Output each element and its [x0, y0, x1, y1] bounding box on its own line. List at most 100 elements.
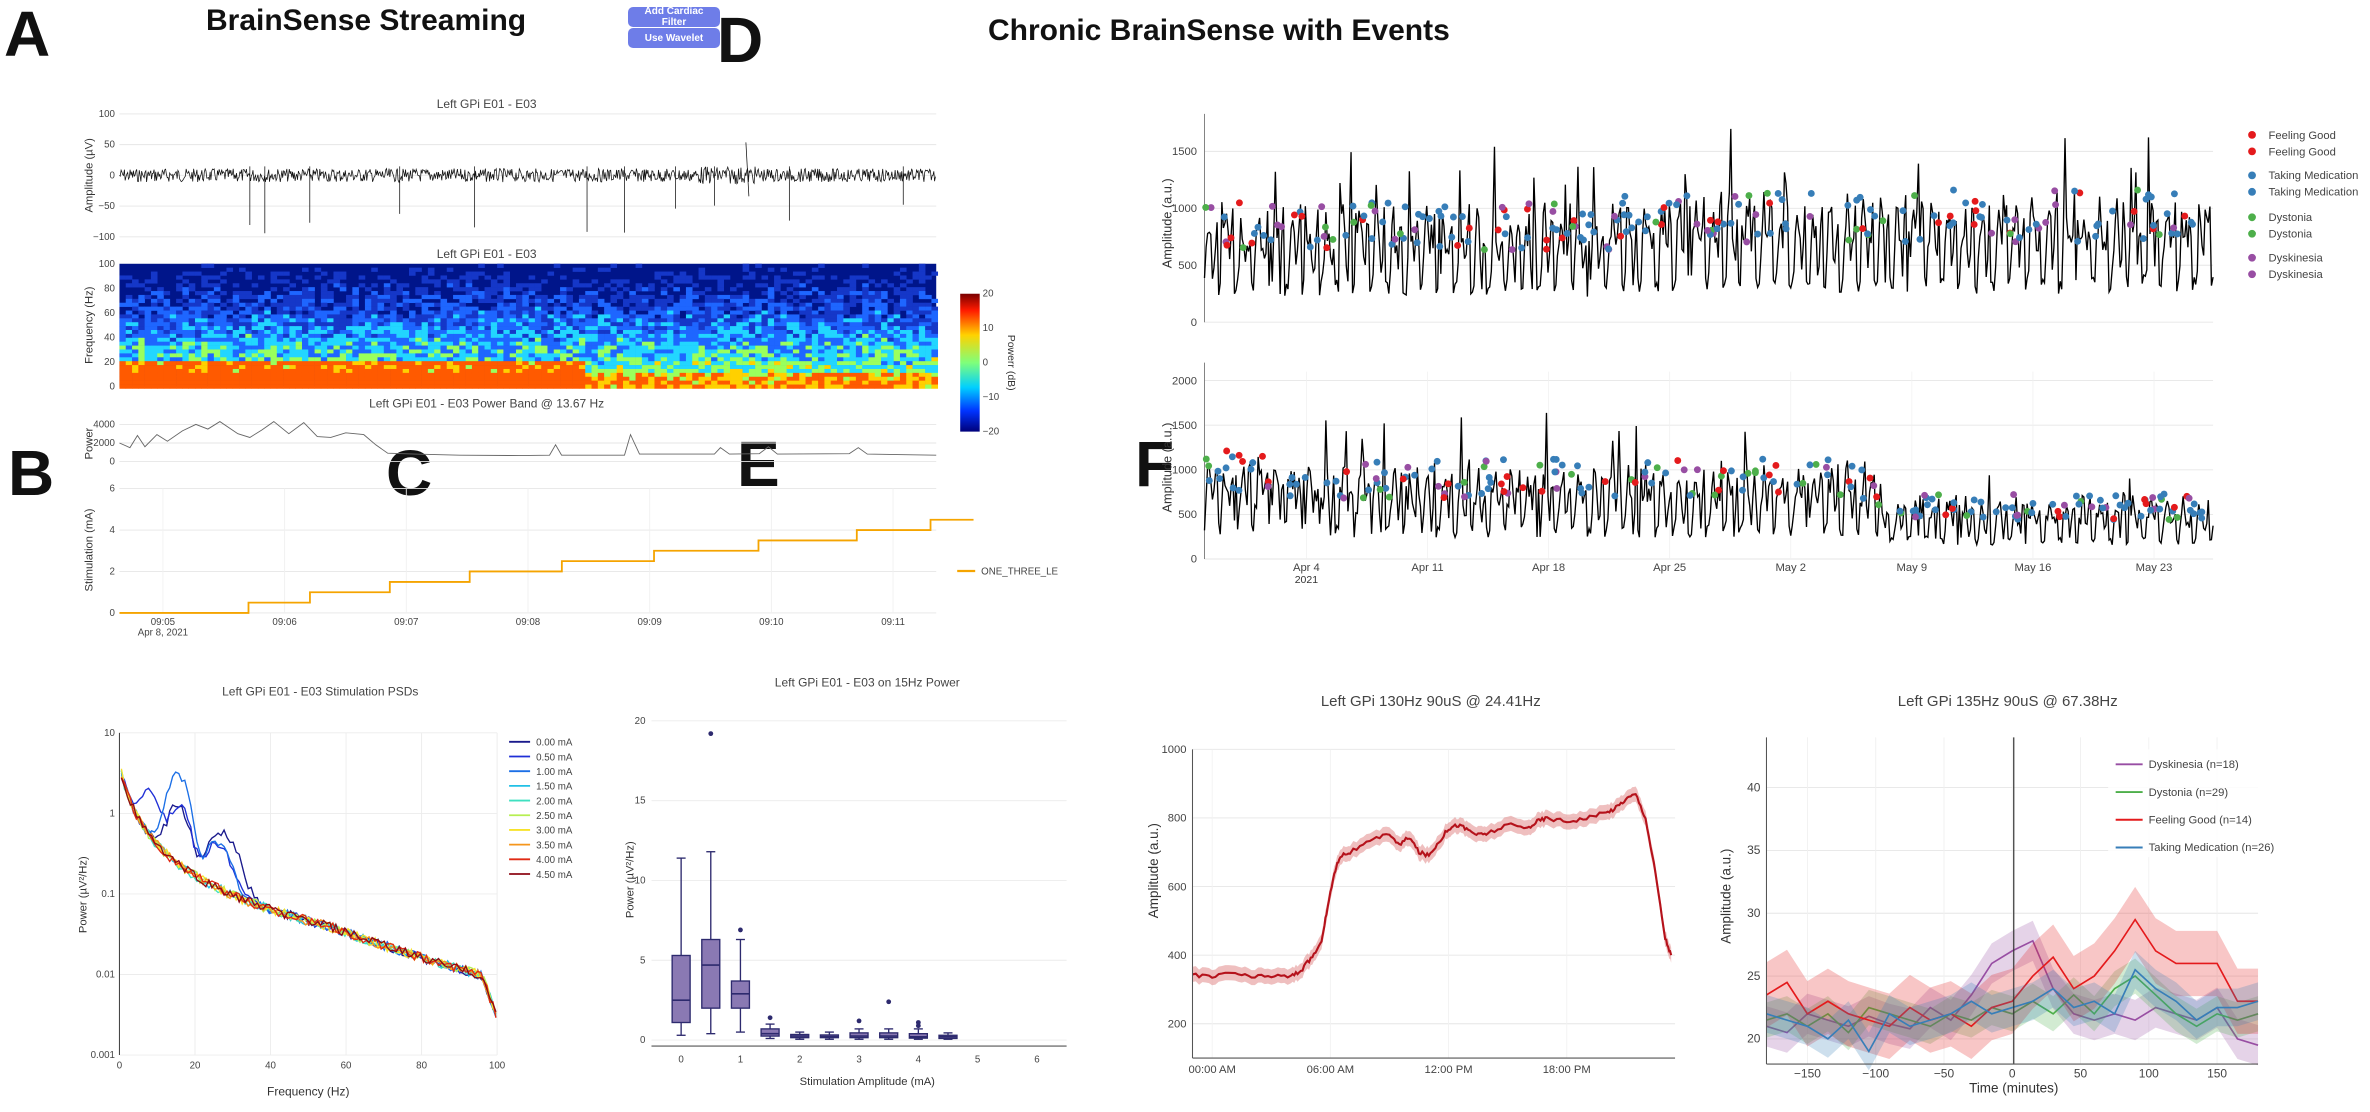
chart-a2-cell [503, 314, 511, 319]
chart-a2-cell [918, 361, 926, 366]
chart-a2-cell [893, 376, 901, 381]
chart-a2-cell [748, 326, 756, 331]
chart-b-legend-label: 1.50 mA [536, 782, 573, 793]
chart-a2-cell [327, 314, 334, 319]
chart-a2-cell [176, 337, 183, 342]
chart-a2-cell [616, 279, 624, 284]
chart-a2-cell [604, 372, 611, 378]
chart-a2-cell [440, 357, 448, 362]
chart-a2-cell [755, 330, 762, 335]
chart-a2-cell [641, 326, 649, 331]
chart-d2-event-marker [1720, 467, 1727, 475]
chart-a2-cell [899, 372, 907, 378]
chart-a2-cell [660, 302, 668, 307]
chart-a2-cell [572, 376, 580, 381]
chart-a2-cell [415, 302, 422, 307]
chart-a2-cell [553, 302, 561, 307]
chart-c-ytick-label: 15 [635, 796, 646, 807]
chart-a2-cell [465, 330, 473, 335]
chart-a2-cell [276, 376, 284, 381]
chart-a2-cell [245, 341, 252, 346]
colorbar-tick-label: 10 [983, 323, 994, 334]
chart-a2-cell [119, 345, 127, 350]
chart-a2-cell [453, 357, 460, 362]
chart-a2-cell [679, 330, 687, 335]
chart-a2-cell [402, 306, 410, 311]
chart-a2-cell [132, 368, 139, 374]
chart-a2-cell [440, 345, 448, 350]
chart-a2-cell [547, 368, 555, 374]
chart-a2-cell [245, 361, 252, 366]
chart-a2-cell [144, 330, 152, 335]
chart-a2-cell [434, 330, 441, 335]
chart-a2-cell [390, 349, 397, 354]
chart-a2-cell [453, 341, 460, 346]
chart-a2-cell [723, 322, 731, 327]
chart-a2-cell [786, 287, 794, 292]
chart-a2-cell [308, 345, 315, 350]
panel-letter-c: C [386, 437, 433, 509]
chart-a2-cell [899, 349, 907, 354]
chart-a2-cell [383, 326, 391, 331]
chart-a2-cell [830, 294, 838, 300]
chart-d2-event-marker [1585, 483, 1593, 491]
use-wavelet-button[interactable]: Use Wavelet [628, 28, 720, 48]
chart-a2-cell [830, 337, 838, 342]
chart-a2-cell [371, 326, 378, 331]
chart-a2-cell [723, 318, 731, 323]
chart-a2-cell [314, 380, 322, 385]
chart-a2-cell [339, 306, 347, 311]
chart-a2-cell [849, 314, 857, 319]
chart-a2-cell [503, 365, 511, 370]
chart-a2-cell [226, 267, 234, 272]
chart-a2-cell [679, 353, 687, 358]
chart-a2-cell [509, 310, 517, 315]
chart-a2-cell [239, 384, 246, 389]
chart-a2-cell [925, 302, 932, 307]
chart-a2-cell [755, 306, 762, 311]
chart-a2-cell [711, 337, 718, 342]
chart-a2-cell [799, 365, 806, 370]
chart-a2-cell [427, 294, 435, 300]
chart-a2-cell [717, 318, 725, 323]
chart-a2-cell [881, 345, 888, 350]
chart-a2-cell [459, 357, 466, 362]
chart-a2-cell [503, 302, 511, 307]
chart-a2-cell [440, 365, 448, 370]
chart-a2-cell [276, 333, 284, 339]
chart-a2-cell [736, 345, 743, 350]
chart-a2-cell [509, 314, 517, 319]
chart-b-legend-label: 2.00 mA [536, 796, 573, 807]
chart-d1-event-marker [1411, 226, 1419, 234]
chart-a2-cell [289, 326, 296, 331]
chart-a2-cell [818, 337, 825, 342]
chart-d1-event-marker [2071, 187, 2079, 195]
chart-a2-cell [465, 345, 473, 350]
chart-a2-cell [377, 294, 385, 300]
chart-a2-cell [289, 368, 296, 374]
chart-a2-cell [711, 333, 718, 339]
chart-a2-cell [459, 372, 466, 378]
chart-a2-cell [906, 298, 913, 304]
chart-a2-cell [459, 376, 466, 381]
chart-a2-cell [459, 341, 466, 346]
chart-a2-cell [893, 368, 901, 374]
chart-a2-cell [446, 318, 454, 323]
chart-a2-cell [837, 376, 844, 381]
chart-d1-event-marker [1731, 193, 1739, 200]
chart-a2-cell [862, 365, 869, 370]
chart-a2-cell [761, 365, 769, 370]
chart-a2-cell [635, 372, 643, 378]
chart-a2-cell [698, 376, 706, 381]
add-cardiac-filter-button[interactable]: Add Cardiac Filter [628, 6, 720, 28]
chart-a2-cell [283, 357, 290, 362]
chart-a2-cell [478, 314, 485, 319]
chart-a2-cell [667, 361, 674, 366]
chart-a2-cell [604, 337, 611, 342]
chart-a2-cell [257, 349, 265, 354]
chart-a2-cell [717, 326, 725, 331]
chart-a2-cell [792, 333, 800, 339]
chart-a2-cell [635, 326, 643, 331]
chart-a2-cell [629, 337, 636, 342]
chart-a2-cell [402, 384, 410, 389]
